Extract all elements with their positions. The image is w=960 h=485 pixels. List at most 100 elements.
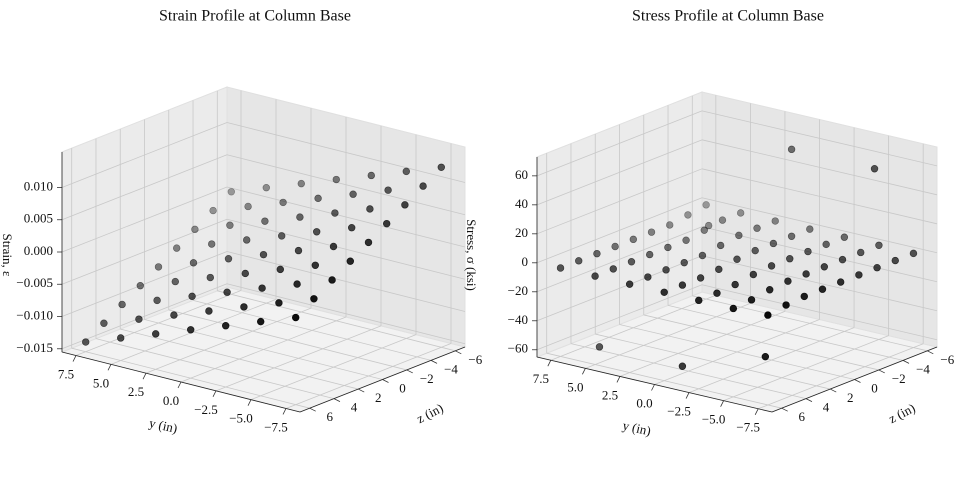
- data-point: [367, 171, 375, 180]
- data-point: [611, 242, 619, 251]
- y-tick-label: 0: [399, 380, 406, 395]
- grid-line: [570, 343, 807, 400]
- y-axis-label: z (in): [886, 400, 918, 426]
- tick-mark: [582, 368, 586, 375]
- x-tick-label: −5.0: [229, 411, 253, 426]
- data-point: [346, 257, 355, 265]
- data-point: [645, 250, 654, 259]
- y-tick-label: 6: [798, 409, 805, 424]
- y-axis-label: z (in): [414, 400, 446, 426]
- tick-mark: [651, 384, 655, 391]
- data-point: [713, 289, 721, 297]
- data-point: [401, 201, 409, 209]
- data-point: [609, 265, 617, 273]
- data-point: [662, 266, 670, 274]
- data-point: [329, 242, 338, 251]
- tick-mark: [878, 369, 885, 374]
- data-point: [664, 243, 672, 252]
- data-point: [382, 219, 391, 228]
- x-tick-label: −2.5: [667, 404, 691, 419]
- grid-line: [536, 139, 703, 206]
- data-point: [276, 265, 285, 274]
- data-point: [682, 236, 690, 244]
- data-point: [751, 246, 759, 255]
- y-tick-label: −6: [468, 352, 482, 367]
- grid-line: [61, 283, 228, 350]
- data-point: [349, 190, 357, 198]
- x-tick-label: 0.0: [636, 395, 652, 410]
- y-tick-label: −2: [420, 371, 434, 386]
- tick-mark: [754, 408, 759, 415]
- data-point: [259, 250, 268, 259]
- data-point: [806, 225, 814, 233]
- data-point: [242, 236, 251, 244]
- data-point: [700, 226, 708, 234]
- z-tick-label: −20: [508, 283, 528, 298]
- data-point: [784, 277, 792, 285]
- z-tick-label: −60: [508, 341, 528, 356]
- grid-line: [144, 319, 383, 380]
- tick-mark: [805, 398, 813, 402]
- data-point: [647, 228, 656, 236]
- plot-3d: −7.5 −5.0 −2.5 0.0 2.5 5.0 7.5 −6 −4 −2 0 2 4 6 −0.015…: [0, 8, 483, 436]
- z-tick-label: −0.010: [16, 308, 53, 323]
- data-point: [696, 274, 705, 282]
- grid-line: [619, 324, 855, 380]
- grid-line: [701, 168, 938, 225]
- plot-3d: −7.5−5.0−2.50.02.55.07.5−6−4−20246−60−40…: [464, 8, 955, 439]
- data-point: [277, 232, 286, 240]
- data-point: [227, 188, 235, 196]
- data-point: [312, 228, 321, 236]
- data-point: [764, 311, 772, 319]
- grid-line: [120, 328, 359, 390]
- data-point: [244, 202, 252, 211]
- grid-line: [536, 168, 703, 235]
- grid-line: [226, 251, 466, 312]
- grid-line: [536, 226, 703, 293]
- data-point: [257, 317, 265, 326]
- data-point: [836, 278, 845, 286]
- grid-line: [217, 290, 456, 352]
- grid-line: [226, 218, 466, 280]
- y-tick-label: 4: [823, 400, 830, 415]
- data-point: [189, 259, 198, 267]
- data-point: [678, 281, 687, 289]
- data-point: [206, 273, 215, 282]
- grid-line: [536, 197, 703, 264]
- data-point: [297, 179, 305, 188]
- data-point: [787, 232, 796, 240]
- tick-mark: [142, 372, 147, 380]
- data-point: [627, 258, 636, 266]
- data-point: [747, 296, 756, 304]
- data-point: [279, 198, 287, 207]
- grid-line: [61, 122, 228, 188]
- data-point: [840, 233, 849, 241]
- z-axis-label: Stress, σ (ksi): [464, 219, 479, 291]
- data-point: [666, 221, 674, 229]
- z-tick-label: 60: [515, 167, 528, 182]
- grid-line: [701, 139, 938, 196]
- data-point: [332, 175, 340, 184]
- grid-line: [667, 304, 904, 361]
- tick-mark: [282, 408, 287, 415]
- data-point: [311, 261, 320, 269]
- tick-mark: [247, 399, 252, 406]
- z-tick-label: 40: [515, 196, 528, 211]
- data-point: [804, 247, 812, 256]
- data-point: [135, 315, 143, 323]
- y-tick-label: 2: [375, 390, 382, 405]
- data-point: [187, 326, 195, 334]
- data-point: [437, 163, 445, 171]
- grid-line: [226, 154, 466, 216]
- data-point: [718, 216, 727, 224]
- data-point: [294, 246, 303, 255]
- data-point: [875, 241, 883, 249]
- data-point: [314, 194, 322, 203]
- y-axis: [299, 346, 466, 413]
- data-point: [136, 281, 145, 290]
- data-point: [771, 217, 779, 225]
- x-tick-label: −7.5: [264, 419, 288, 434]
- grid-line: [692, 295, 928, 352]
- data-point: [891, 256, 899, 265]
- grid-line: [536, 255, 703, 322]
